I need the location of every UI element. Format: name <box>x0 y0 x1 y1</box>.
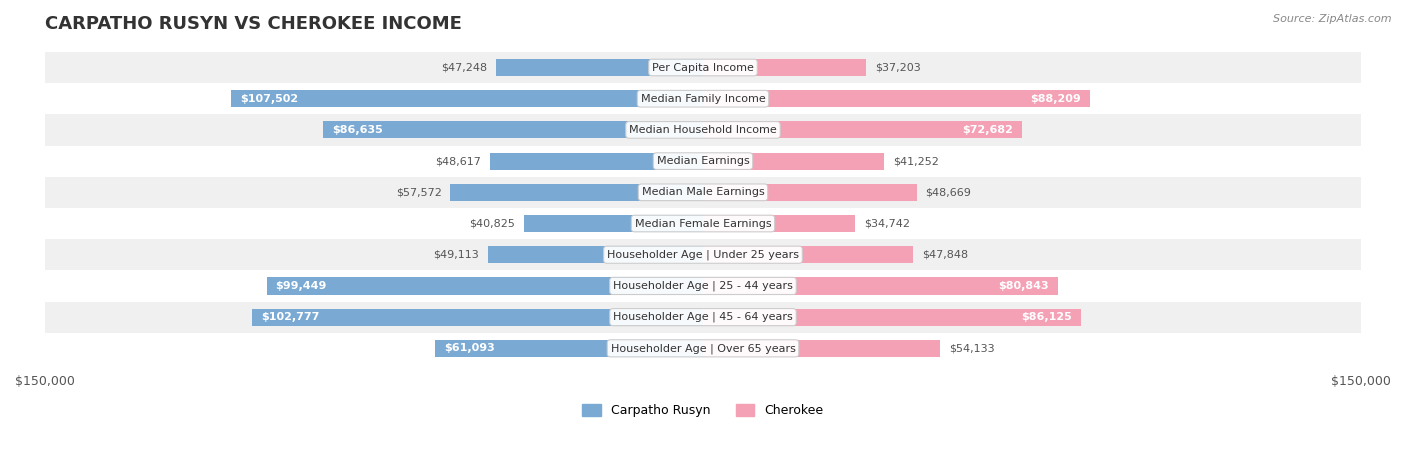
Text: CARPATHO RUSYN VS CHEROKEE INCOME: CARPATHO RUSYN VS CHEROKEE INCOME <box>45 15 461 33</box>
Bar <box>45 114 1361 146</box>
Text: Median Male Earnings: Median Male Earnings <box>641 187 765 198</box>
Text: $48,669: $48,669 <box>925 187 972 198</box>
Text: $47,248: $47,248 <box>441 63 486 72</box>
Bar <box>703 277 1057 295</box>
Text: $57,572: $57,572 <box>395 187 441 198</box>
Legend: Carpatho Rusyn, Cherokee: Carpatho Rusyn, Cherokee <box>578 399 828 422</box>
Bar <box>703 340 941 357</box>
Text: Median Female Earnings: Median Female Earnings <box>634 219 772 228</box>
Text: $88,209: $88,209 <box>1031 94 1081 104</box>
Bar <box>45 302 1361 333</box>
Bar <box>496 59 703 76</box>
Bar <box>45 208 1361 239</box>
Text: $72,682: $72,682 <box>962 125 1014 135</box>
Text: $61,093: $61,093 <box>444 343 495 354</box>
Text: $107,502: $107,502 <box>240 94 298 104</box>
Text: $47,848: $47,848 <box>922 250 967 260</box>
Text: Per Capita Income: Per Capita Income <box>652 63 754 72</box>
Bar <box>703 153 884 170</box>
Text: $80,843: $80,843 <box>998 281 1049 291</box>
Text: $40,825: $40,825 <box>470 219 515 228</box>
Text: $99,449: $99,449 <box>276 281 326 291</box>
Text: $102,777: $102,777 <box>262 312 319 322</box>
Text: $41,252: $41,252 <box>893 156 939 166</box>
Text: Householder Age | 45 - 64 years: Householder Age | 45 - 64 years <box>613 312 793 322</box>
Bar <box>45 177 1361 208</box>
Bar <box>524 215 703 232</box>
Bar <box>703 121 1022 139</box>
Text: $86,635: $86,635 <box>332 125 382 135</box>
Text: $37,203: $37,203 <box>875 63 921 72</box>
Bar <box>45 52 1361 83</box>
Bar <box>703 90 1090 107</box>
Text: Source: ZipAtlas.com: Source: ZipAtlas.com <box>1274 14 1392 24</box>
Text: $54,133: $54,133 <box>949 343 995 354</box>
Text: $34,742: $34,742 <box>865 219 910 228</box>
Bar <box>323 121 703 139</box>
Bar <box>703 309 1081 325</box>
Text: Householder Age | Under 25 years: Householder Age | Under 25 years <box>607 249 799 260</box>
Bar <box>45 146 1361 177</box>
Bar <box>703 215 855 232</box>
Text: $48,617: $48,617 <box>434 156 481 166</box>
Bar <box>267 277 703 295</box>
Text: Median Family Income: Median Family Income <box>641 94 765 104</box>
Bar <box>703 59 866 76</box>
Bar <box>703 184 917 201</box>
Bar <box>45 83 1361 114</box>
Bar <box>434 340 703 357</box>
Text: Median Household Income: Median Household Income <box>628 125 778 135</box>
Text: Median Earnings: Median Earnings <box>657 156 749 166</box>
Text: $49,113: $49,113 <box>433 250 479 260</box>
Bar <box>252 309 703 325</box>
Bar <box>45 333 1361 364</box>
Bar <box>489 153 703 170</box>
Bar <box>45 270 1361 302</box>
Text: Householder Age | 25 - 44 years: Householder Age | 25 - 44 years <box>613 281 793 291</box>
Bar <box>232 90 703 107</box>
Bar <box>450 184 703 201</box>
Text: $86,125: $86,125 <box>1021 312 1071 322</box>
Bar <box>488 246 703 263</box>
Text: Householder Age | Over 65 years: Householder Age | Over 65 years <box>610 343 796 354</box>
Bar <box>45 239 1361 270</box>
Bar <box>703 246 912 263</box>
